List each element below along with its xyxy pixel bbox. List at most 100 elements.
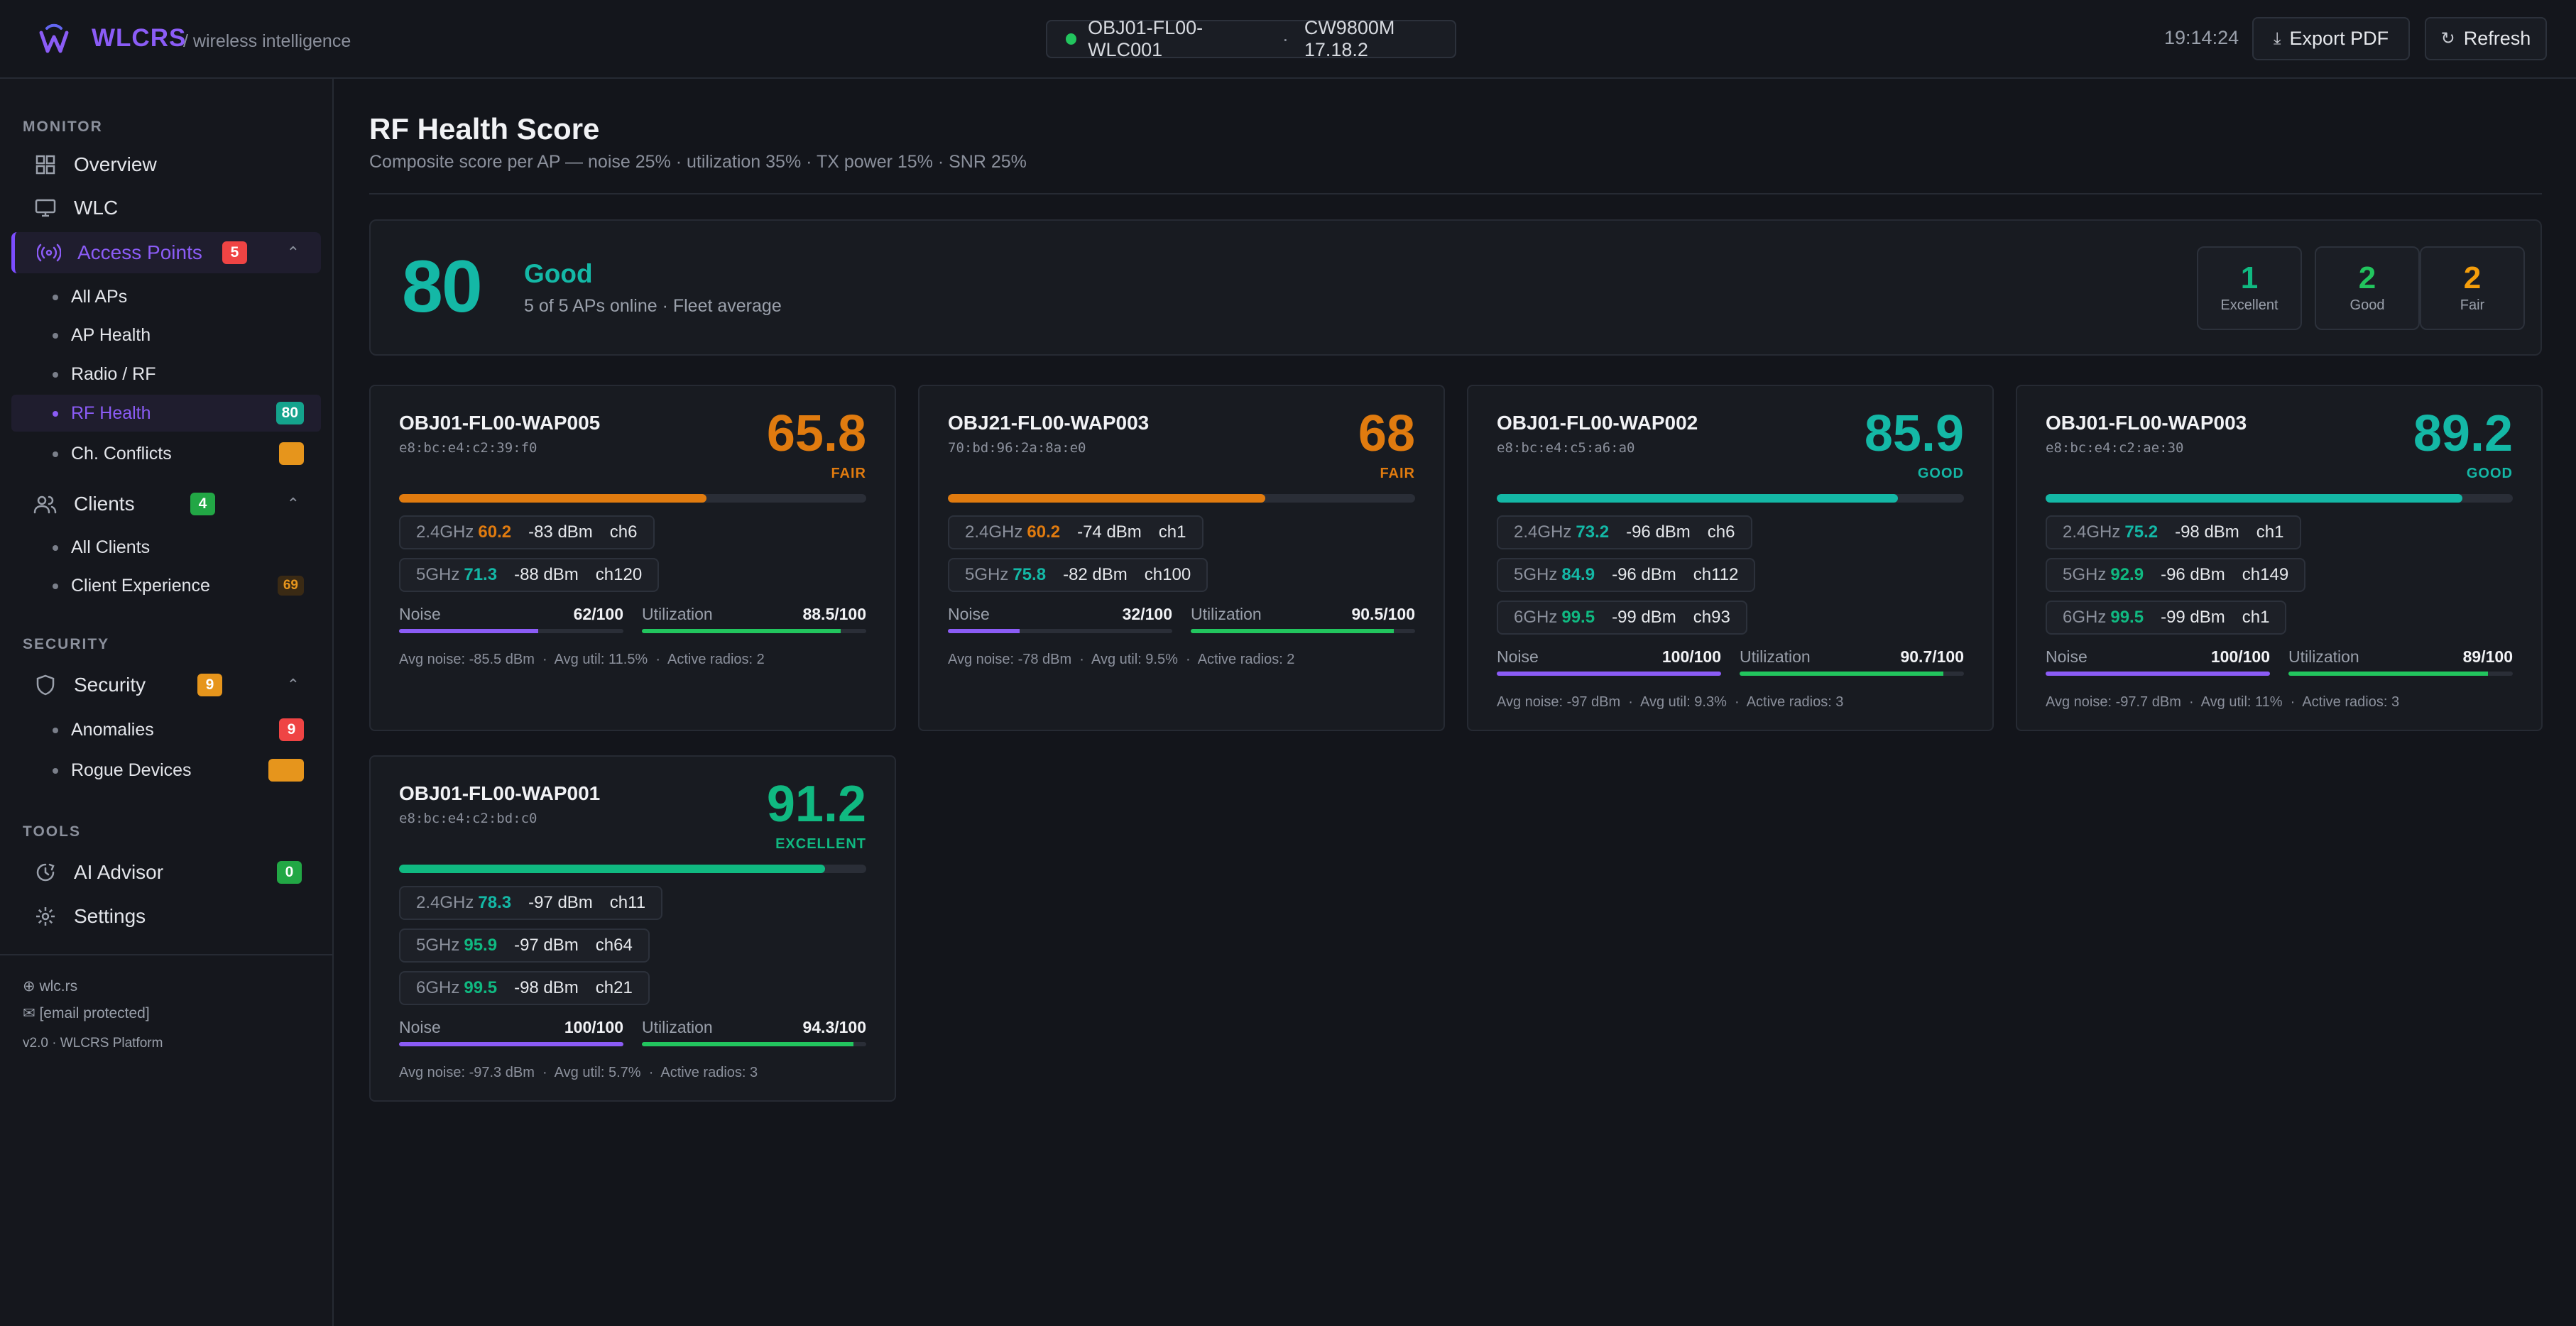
sidebar-subitem-rogue-devices[interactable]: Rogue Devices: [11, 752, 321, 789]
metric-value: 94.3/100: [802, 1018, 866, 1036]
noise-bar: [399, 629, 623, 633]
noise-bar-fill: [948, 629, 1020, 633]
sidebar-item-clients[interactable]: Clients 4 ⌃: [11, 483, 321, 525]
metric-label: Utilization: [1191, 605, 1262, 623]
chevron-up-icon[interactable]: ⌃: [286, 676, 300, 694]
ap-card[interactable]: OBJ01-FL00-WAP001 e8:bc:e4:c2:bd:c0 91.2 EX…: [369, 755, 896, 1102]
sidebar-item-wlc[interactable]: WLC: [11, 187, 321, 229]
radio-noise: -82 dBm: [1063, 565, 1128, 584]
gear-icon: [31, 902, 60, 931]
utilization-bar: [1191, 629, 1415, 633]
radio-band: 5GHz: [1514, 565, 1558, 584]
utilization-bar-fill: [642, 629, 841, 633]
tile-count: 1: [2240, 261, 2259, 295]
active-radios: Active radios: 2: [667, 652, 765, 667]
sidebar-item-label: Security: [74, 674, 146, 696]
brand-tagline: / wireless intelligence: [183, 31, 351, 51]
radio-noise: -88 dBm: [514, 565, 579, 584]
sidebar-item-settings[interactable]: Settings: [11, 896, 321, 937]
refresh-button[interactable]: ↻ Refresh: [2425, 17, 2547, 60]
sidebar-item-access-points[interactable]: Access Points 5 ⌃: [11, 232, 321, 273]
radio-score: 71.3: [464, 565, 498, 584]
wlcrs-logo-icon[interactable]: [36, 21, 72, 58]
sidebar-subitem-rf-health[interactable]: RF Health 80: [11, 395, 321, 432]
footer-site-text: wlc.rs: [39, 978, 78, 994]
radio-chip: 2.4GHz 73.2 -96 dBm ch6: [1497, 515, 1752, 549]
ap-score: 68: [1358, 405, 1415, 462]
noise-metric: Noise 32/100: [948, 605, 1172, 633]
ap-stats-line: Avg noise: -78 dBm · Avg util: 9.5% · Ac…: [948, 652, 1295, 667]
utilization-bar: [2288, 672, 2513, 676]
chevron-up-icon[interactable]: ⌃: [286, 243, 300, 261]
ap-mac: e8:bc:e4:c2:bd:c0: [399, 811, 537, 826]
sidebar-subitem-label: Anomalies: [71, 719, 154, 740]
section-title-tools: TOOLS: [23, 823, 81, 840]
radio-channel: ch64: [595, 936, 633, 955]
radio-band: 6GHz: [2063, 608, 2107, 627]
utilization-bar-fill: [2288, 672, 2489, 676]
radio-channel: ch112: [1693, 565, 1739, 584]
sidebar-subitem-all-clients[interactable]: All Clients: [11, 529, 321, 566]
ap-card[interactable]: OBJ21-FL00-WAP003 70:bd:96:2a:8a:e0 68 FAIR…: [918, 385, 1445, 731]
footer-site[interactable]: ⊕ wlc.rs: [23, 977, 77, 995]
section-title-security: SECURITY: [23, 636, 110, 652]
footer-email[interactable]: ✉ [email protected]: [23, 1004, 150, 1022]
ap-score-bar-fill: [399, 494, 706, 503]
ap-score-bar-fill: [1497, 494, 1899, 503]
ap-score: 65.8: [766, 405, 866, 462]
noise-bar: [948, 629, 1172, 633]
sidebar-subitem-radio-rf[interactable]: Radio / RF: [11, 356, 321, 393]
access-points-count-badge: 5: [222, 241, 247, 264]
avg-util: Avg util: 9.5%: [1091, 652, 1178, 667]
noise-metric: Noise 62/100: [399, 605, 623, 633]
ap-grade: GOOD: [2466, 466, 2513, 481]
noise-bar-fill: [2046, 672, 2270, 676]
noise-bar: [399, 1042, 623, 1046]
radio-noise: -97 dBm: [528, 893, 593, 912]
radio-chip: 5GHz 75.8 -82 dBm ch100: [948, 558, 1208, 592]
sidebar-subitem-ch-conflicts[interactable]: Ch. Conflicts: [11, 435, 321, 472]
ap-stats-line: Avg noise: -85.5 dBm · Avg util: 11.5% ·…: [399, 652, 765, 667]
radio-channel: ch120: [595, 565, 643, 584]
avg-noise: Avg noise: -97 dBm: [1497, 694, 1621, 710]
tile-count: 2: [2358, 261, 2376, 295]
radio-noise: -98 dBm: [514, 978, 579, 997]
radio-score: 75.8: [1013, 565, 1047, 584]
ap-card[interactable]: OBJ01-FL00-WAP002 e8:bc:e4:c5:a6:a0 85.9 GO…: [1467, 385, 1994, 731]
sidebar-item-label: AI Advisor: [74, 861, 164, 883]
sidebar-item-security[interactable]: Security 9 ⌃: [11, 664, 321, 706]
brand-name[interactable]: WLCRS: [92, 24, 187, 52]
fleet-grade: Good: [524, 259, 593, 288]
sidebar-item-label: Overview: [74, 153, 157, 175]
sidebar-subitem-all-aps[interactable]: All APs: [11, 278, 321, 315]
ap-card[interactable]: OBJ01-FL00-WAP005 e8:bc:e4:c2:39:f0 65.8 FA…: [369, 385, 896, 731]
metric-label: Utilization: [642, 605, 713, 623]
utilization-bar-fill: [1740, 672, 1943, 676]
noise-bar: [1497, 672, 1721, 676]
sidebar-item-overview[interactable]: Overview: [11, 144, 321, 185]
radio-noise: -96 dBm: [1612, 565, 1676, 584]
ch-conflicts-badge: [279, 442, 304, 465]
sidebar-subitem-client-experience[interactable]: Client Experience 69: [11, 567, 321, 604]
sidebar-subitem-anomalies[interactable]: Anomalies 9: [11, 711, 321, 748]
export-pdf-button[interactable]: ⤓ Export PDF: [2252, 17, 2410, 60]
utilization-bar: [1740, 672, 1964, 676]
controller-selector[interactable]: OBJ01-FL00-WLC001 · CW9800M 17.18.2: [1046, 17, 1456, 60]
sidebar-item-ai-advisor[interactable]: AI Advisor 0: [11, 852, 321, 893]
ap-card[interactable]: OBJ01-FL00-WAP003 e8:bc:e4:c2:ae:30 89.2 GO…: [2016, 385, 2543, 731]
sidebar-subitem-label: RF Health: [71, 402, 151, 423]
rf-health-score-badge: 80: [275, 402, 304, 424]
top-bar: WLCRS / wireless intelligence OBJ01-FL00…: [0, 0, 2576, 79]
radio-score: 73.2: [1576, 522, 1610, 542]
ap-score-bar-fill: [948, 494, 1266, 503]
chevron-up-icon[interactable]: ⌃: [286, 495, 300, 513]
good-count-tile: 2 Good: [2315, 246, 2420, 330]
sidebar-subitem-ap-health[interactable]: AP Health: [11, 317, 321, 354]
radio-chip: 5GHz 84.9 -96 dBm ch112: [1497, 558, 1756, 592]
sidebar-subitem-label: All Clients: [71, 537, 151, 557]
metric-value: 90.7/100: [1900, 647, 1964, 666]
noise-bar-fill: [399, 629, 538, 633]
radio-band: 2.4GHz: [1514, 522, 1572, 542]
avg-util: Avg util: 11%: [2200, 694, 2283, 710]
export-pdf-label: Export PDF: [2289, 28, 2389, 49]
